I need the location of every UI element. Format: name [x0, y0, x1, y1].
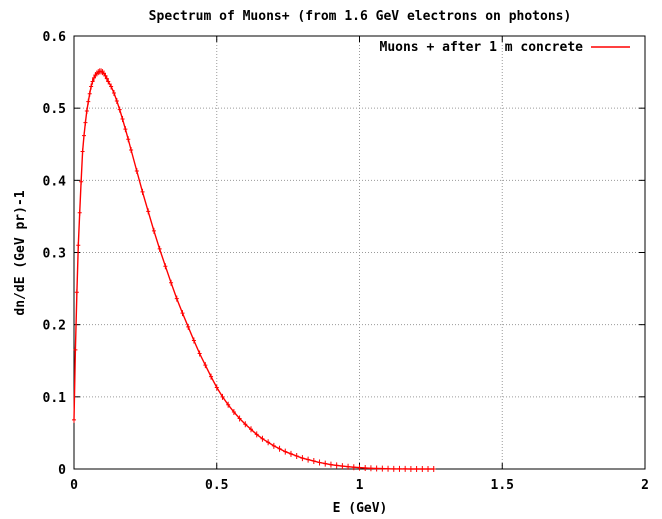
legend: Muons + after 1 m concrete	[380, 40, 630, 55]
data-point	[426, 466, 431, 472]
data-point	[328, 461, 333, 468]
data-point	[300, 455, 305, 462]
data-point	[87, 90, 92, 97]
data-point	[81, 132, 86, 139]
data-point	[197, 350, 202, 357]
x-axis-label: E (GeV)	[333, 501, 388, 516]
legend-label: Muons + after 1 m concrete	[380, 40, 584, 55]
data-point	[237, 415, 242, 422]
data-point	[334, 462, 339, 469]
data-point	[180, 310, 185, 317]
data-point	[77, 209, 82, 216]
data-point	[340, 463, 345, 470]
data-point	[140, 188, 145, 195]
data-point	[323, 460, 328, 467]
chart-title: Spectrum of Muons+ (from 1.6 GeV electro…	[149, 9, 572, 24]
tick-labels: 0 0.5 1 1.5 2 0 0.1 0.2 0.3 0.4 0.5 0.6	[43, 30, 649, 493]
y-tick-label: 0.5	[43, 102, 66, 117]
data-point	[311, 458, 316, 465]
data-point	[214, 384, 219, 391]
data-point	[226, 401, 231, 408]
data-point	[117, 106, 122, 113]
data-point	[220, 393, 225, 400]
y-tick-label: 0	[58, 463, 66, 478]
data-point	[357, 464, 362, 471]
data-point	[283, 448, 288, 455]
data-point	[111, 90, 116, 97]
data-point	[271, 442, 276, 449]
data-point	[306, 456, 311, 463]
x-tick-label: 0.5	[205, 478, 228, 493]
data-point	[243, 421, 248, 428]
data-point	[72, 416, 76, 423]
y-tick-label: 0.2	[43, 319, 66, 334]
data-point	[288, 450, 293, 457]
data-point	[374, 465, 379, 472]
data-point	[408, 466, 413, 472]
data-point	[129, 147, 134, 154]
data-point	[414, 466, 419, 472]
data-point	[249, 426, 254, 433]
series-line	[73, 70, 434, 470]
data-point	[397, 465, 402, 472]
y-tick-label: 0.3	[43, 247, 66, 262]
data-point	[174, 295, 179, 302]
data-point	[134, 167, 139, 174]
x-tick-label: 1.5	[491, 478, 514, 493]
data-point	[254, 431, 259, 438]
data-point	[317, 459, 322, 466]
y-tick-label: 0.1	[43, 391, 67, 406]
data-point	[157, 245, 162, 252]
data-point	[74, 289, 79, 296]
data-point	[79, 178, 84, 185]
data-point	[84, 108, 89, 115]
data-point	[191, 337, 196, 344]
data-point	[277, 445, 282, 452]
data-point	[76, 242, 81, 249]
data-point	[80, 148, 85, 155]
data-point	[163, 263, 168, 270]
y-tick-label: 0.6	[43, 30, 67, 45]
y-tick-label: 0.4	[43, 174, 67, 189]
data-point	[266, 439, 271, 446]
data-point	[431, 466, 436, 472]
data-point	[169, 279, 174, 286]
data-point	[209, 373, 214, 380]
data-point	[114, 97, 119, 104]
series-layer	[72, 68, 436, 472]
data-point	[86, 98, 91, 105]
data-point	[120, 115, 125, 122]
y-axis-label: dn/dE (GeV pr)-1	[13, 190, 28, 315]
data-point	[73, 346, 78, 353]
data-point	[146, 208, 151, 215]
data-point	[346, 463, 351, 470]
data-point	[203, 362, 208, 369]
data-point	[386, 465, 391, 472]
data-point	[90, 78, 95, 85]
data-point	[351, 464, 356, 471]
data-point	[294, 453, 299, 460]
data-point	[420, 466, 425, 472]
data-point	[403, 465, 408, 472]
data-point	[123, 126, 128, 133]
data-point	[106, 78, 111, 85]
data-point	[363, 464, 368, 471]
data-point	[186, 323, 191, 330]
data-point	[391, 465, 396, 472]
data-point	[89, 83, 94, 90]
grid-lines	[74, 36, 645, 469]
data-point	[368, 465, 373, 472]
x-tick-label: 2	[641, 478, 649, 493]
data-point	[260, 435, 265, 442]
data-point	[109, 83, 114, 90]
data-point	[83, 119, 88, 126]
data-point	[151, 227, 156, 234]
x-tick-label: 0	[70, 478, 78, 493]
data-point	[380, 465, 385, 472]
x-tick-label: 1	[356, 478, 364, 493]
data-point	[126, 136, 131, 143]
data-point	[231, 408, 236, 415]
